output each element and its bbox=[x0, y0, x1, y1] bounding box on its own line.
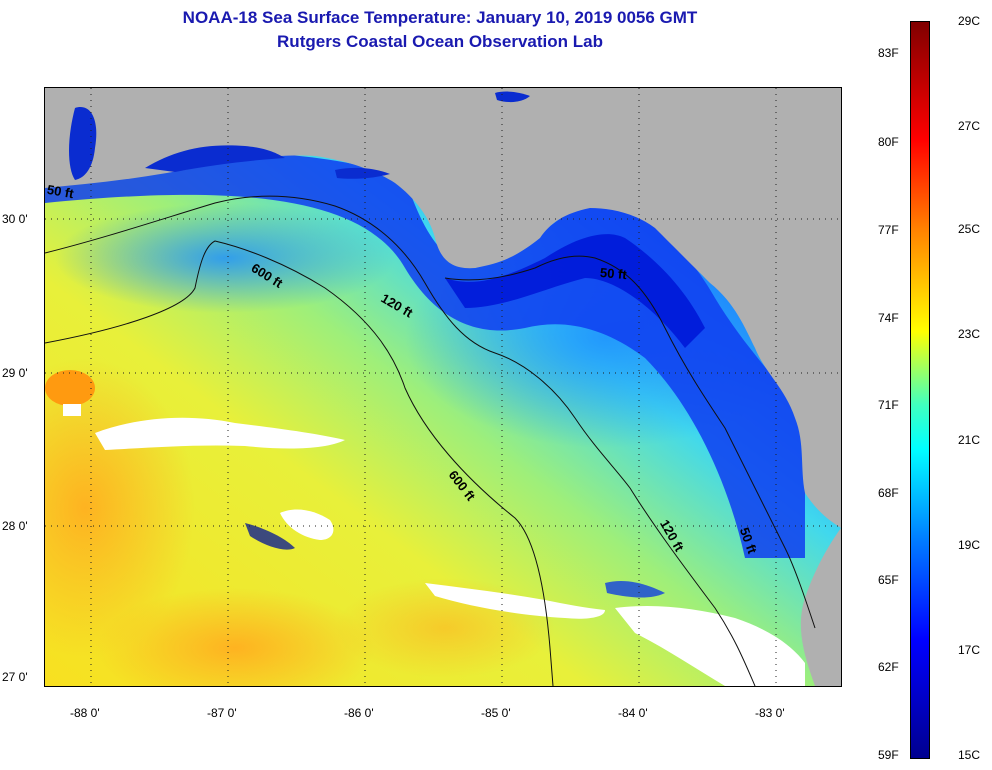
colorbar-f-74: 74F bbox=[878, 311, 899, 325]
colorbar-c-21: 21C bbox=[958, 433, 981, 447]
colorbar-c-23: 23C bbox=[958, 327, 981, 341]
temperature-colorbar bbox=[910, 21, 930, 759]
lon-label-88: -88 0' bbox=[70, 706, 100, 720]
colorbar-f-59: 59F bbox=[878, 748, 899, 762]
colorbar-c-15: 15C bbox=[958, 748, 981, 762]
colorbar-c-27: 27C bbox=[958, 119, 981, 133]
inland-lake bbox=[495, 91, 530, 103]
colorbar-c-17: 17C bbox=[958, 643, 981, 657]
land-mass bbox=[45, 88, 841, 528]
colorbar-f-80: 80F bbox=[878, 135, 899, 149]
depth-contours bbox=[45, 195, 816, 686]
lat-label-30: 30 0' bbox=[2, 212, 28, 226]
lon-label-83: -83 0' bbox=[755, 706, 785, 720]
cloud-spot bbox=[63, 404, 81, 416]
warm-spot bbox=[45, 370, 95, 406]
colorbar-c-25: 25C bbox=[958, 222, 981, 236]
cloud-band-2 bbox=[425, 583, 605, 619]
colorbar-f-62: 62F bbox=[878, 660, 899, 674]
cool-shelf-north bbox=[55, 203, 395, 313]
lat-label-29: 29 0' bbox=[2, 366, 28, 380]
map-title: NOAA-18 Sea Surface Temperature: January… bbox=[182, 8, 698, 27]
contour-120ft bbox=[45, 195, 756, 686]
colorbar-c-29: 29C bbox=[958, 14, 981, 28]
sst-map: 50 ft 600 ft 120 ft 50 ft 600 ft 120 ft … bbox=[44, 87, 842, 687]
lon-label-85: -85 0' bbox=[481, 706, 511, 720]
lat-label-27: 27 0' bbox=[2, 670, 28, 684]
warm-water-south bbox=[95, 588, 375, 686]
mobile-bay bbox=[69, 107, 97, 180]
contour-label-50ft-east: 50 ft bbox=[599, 264, 628, 283]
lat-label-28: 28 0' bbox=[2, 519, 28, 533]
sst-map-svg bbox=[45, 88, 841, 686]
colorbar-f-83: 83F bbox=[878, 46, 899, 60]
lon-label-87: -87 0' bbox=[207, 706, 237, 720]
cloud-band-1 bbox=[95, 417, 345, 450]
cloud-patch-1 bbox=[280, 509, 334, 540]
choctawhatchee-bay bbox=[335, 167, 390, 179]
colorbar-f-65: 65F bbox=[878, 573, 899, 587]
pensacola-bay bbox=[145, 145, 285, 172]
contour-50ft bbox=[444, 255, 816, 629]
colorbar-c-19: 19C bbox=[958, 538, 981, 552]
cold-patch-2 bbox=[605, 581, 665, 598]
colorbar-f-77: 77F bbox=[878, 223, 899, 237]
map-subtitle: Rutgers Coastal Ocean Observation Lab bbox=[277, 32, 603, 51]
graticule bbox=[45, 88, 841, 686]
lon-label-84: -84 0' bbox=[618, 706, 648, 720]
lon-label-86: -86 0' bbox=[344, 706, 374, 720]
contour-600ft bbox=[45, 240, 554, 686]
colorbar-f-71: 71F bbox=[878, 398, 899, 412]
colorbar-f-68: 68F bbox=[878, 486, 899, 500]
cloud-band-3 bbox=[615, 606, 805, 686]
cold-bay-water bbox=[445, 234, 705, 348]
land-peninsula bbox=[800, 528, 841, 686]
cold-patch-1 bbox=[245, 523, 295, 550]
